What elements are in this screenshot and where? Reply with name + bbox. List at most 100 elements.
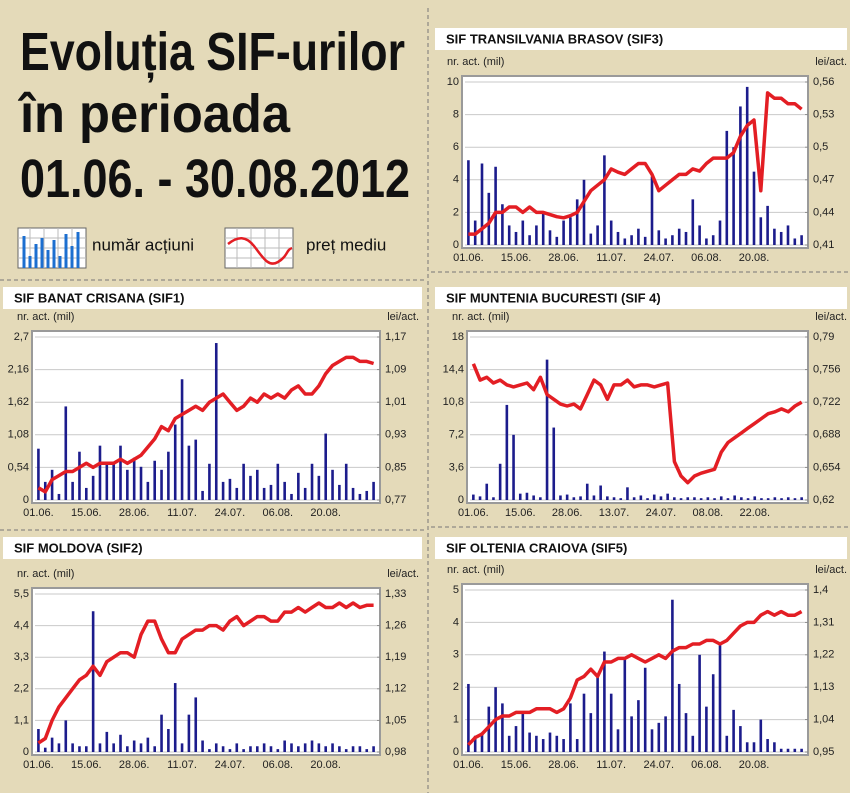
volume-bar xyxy=(249,475,252,500)
volume-bar xyxy=(480,163,484,245)
volume-bar xyxy=(473,735,477,752)
y2-axis-label: lei/act. xyxy=(815,564,847,576)
x-tick-label: 13.07. xyxy=(599,507,630,519)
volume-bar xyxy=(167,451,170,500)
y2-tick-label: 1,19 xyxy=(385,651,406,663)
x-tick-label: 28.06. xyxy=(548,759,579,771)
volume-bar xyxy=(759,217,763,245)
volume-bar xyxy=(78,746,81,752)
volume-bar xyxy=(535,225,538,245)
volume-bar xyxy=(105,463,109,500)
y2-axis-label: lei/act. xyxy=(387,568,419,580)
volume-bar xyxy=(596,674,599,752)
y-axis-label: nr. act. (mil) xyxy=(452,311,509,323)
volume-bar xyxy=(50,469,54,500)
y-tick-label: 7,2 xyxy=(449,429,464,441)
panel-title: SIF TRANSILVANIA BRASOV (SIF3) xyxy=(446,31,663,46)
volume-bar xyxy=(753,496,757,500)
volume-bar xyxy=(650,176,654,245)
volume-bar xyxy=(228,749,232,752)
y-tick-label: 10 xyxy=(447,76,459,88)
volume-bar xyxy=(518,493,522,500)
volume-bar xyxy=(290,493,293,500)
volume-bar xyxy=(64,406,68,500)
volume-bar xyxy=(626,487,629,500)
y-tick-label: 0 xyxy=(453,239,459,251)
volume-bar xyxy=(119,445,122,500)
x-tick-label: 11.07. xyxy=(167,507,197,519)
volume-bar xyxy=(112,463,115,500)
volume-bar xyxy=(160,469,163,500)
y-tick-label: 0,54 xyxy=(8,461,29,473)
volume-bar xyxy=(372,746,375,752)
volume-bar xyxy=(303,743,307,752)
x-tick-label: 24.07. xyxy=(646,507,677,519)
y-tick-label: 2,7 xyxy=(14,331,29,343)
volume-bar xyxy=(146,481,150,500)
volume-bar xyxy=(773,742,776,752)
y2-tick-label: 0,85 xyxy=(385,461,406,473)
volume-bar xyxy=(317,475,321,500)
volume-bar xyxy=(740,497,743,500)
volume-bar xyxy=(760,498,763,500)
volume-bar xyxy=(310,463,314,500)
legend-bars-icon xyxy=(17,227,87,269)
volume-bar xyxy=(214,743,218,752)
volume-bar xyxy=(579,496,582,500)
volume-bar xyxy=(659,496,663,500)
y2-tick-label: 0,41 xyxy=(813,239,834,251)
volume-bar xyxy=(194,439,198,500)
volume-bar xyxy=(505,404,509,500)
y2-tick-label: 1,05 xyxy=(385,714,406,726)
plot-frame xyxy=(461,75,809,249)
x-tick-label: 28.06. xyxy=(552,507,583,519)
legend-label: preț mediu xyxy=(306,235,386,254)
volume-bar xyxy=(485,483,489,500)
volume-bar xyxy=(773,497,777,500)
x-tick-label: 24.07. xyxy=(215,507,246,519)
x-tick-label: 11.07. xyxy=(596,252,626,264)
volume-bar xyxy=(351,487,355,500)
volume-bar xyxy=(472,494,475,500)
volume-bar xyxy=(146,737,150,752)
volume-bar xyxy=(167,729,170,752)
y-tick-label: 1,08 xyxy=(8,429,29,441)
panel-header xyxy=(435,537,847,559)
x-tick-label: 28.06. xyxy=(119,507,150,519)
volume-bar xyxy=(50,737,54,752)
volume-bar xyxy=(221,746,225,752)
volume-bar xyxy=(57,743,61,752)
volume-bar xyxy=(609,693,613,752)
volume-bar xyxy=(85,487,88,500)
volume-bar xyxy=(786,225,790,245)
y-tick-label: 4,4 xyxy=(14,620,29,632)
y-tick-label: 0 xyxy=(23,746,29,758)
volume-bar xyxy=(37,448,40,500)
volume-bar xyxy=(711,674,715,752)
volume-bar xyxy=(739,726,742,752)
y-axis-label: nr. act. (mil) xyxy=(17,568,74,580)
x-tick-label: 11.07. xyxy=(167,759,197,771)
volume-bar xyxy=(575,199,579,245)
volume-bar xyxy=(262,487,266,500)
volume-bar xyxy=(119,734,122,752)
volume-bar xyxy=(585,483,589,500)
volume-bar xyxy=(514,726,518,752)
y2-tick-label: 1,4 xyxy=(813,584,828,596)
volume-bar xyxy=(677,228,681,245)
price-line xyxy=(37,601,374,745)
volume-bar xyxy=(793,748,797,752)
volume-bar xyxy=(235,743,239,752)
y2-tick-label: 0,5 xyxy=(813,141,828,153)
volume-bar xyxy=(684,713,688,752)
y-tick-label: 4 xyxy=(453,616,459,628)
volume-bar xyxy=(706,497,710,500)
x-tick-label: 06.08. xyxy=(263,507,294,519)
volume-bar xyxy=(358,493,362,500)
y-tick-label: 4 xyxy=(453,174,459,186)
volume-bar xyxy=(686,497,690,500)
volume-bar xyxy=(719,496,723,500)
y2-tick-label: 0,47 xyxy=(813,174,834,186)
volume-bar xyxy=(711,235,715,245)
x-tick-label: 15.06. xyxy=(71,759,102,771)
